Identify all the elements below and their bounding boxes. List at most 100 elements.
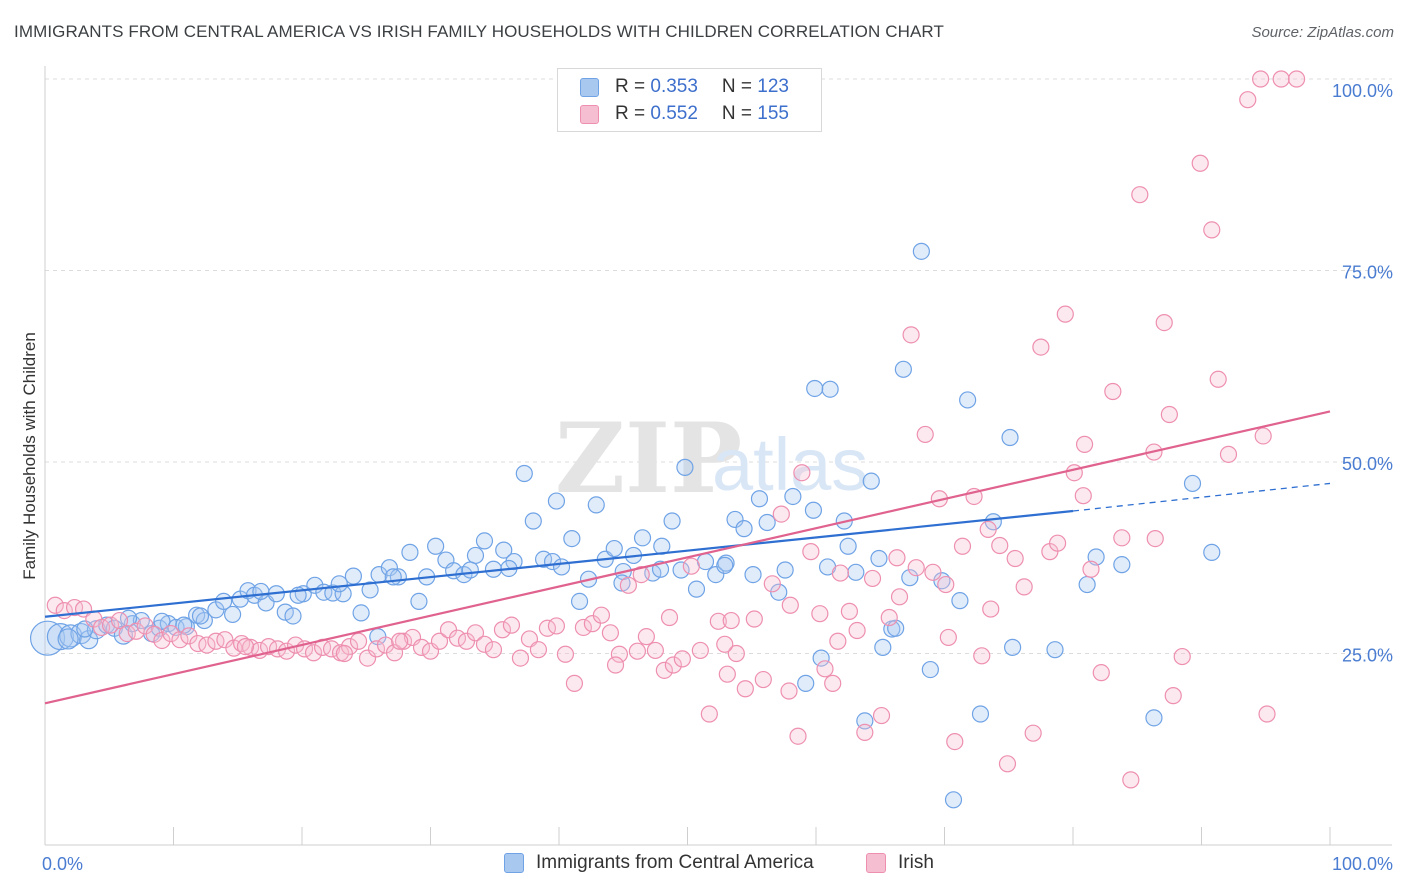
irish-point [664,656,682,674]
irish-point [831,564,850,582]
immigrants-point [901,569,919,587]
irish-point [1272,70,1290,88]
irish-point [46,596,64,614]
irish-point [998,755,1017,773]
immigrants-point [361,581,379,599]
immigrants-point [344,567,362,585]
bottom-legend-swatch-pink [866,853,886,873]
immigrants-point [959,391,977,409]
immigrants-point [797,674,815,692]
irish-point [863,569,882,588]
irish-point [391,632,409,650]
immigrants-point [1046,641,1064,659]
x-tick-label: 100.0% [1332,854,1393,874]
legend-row-immigrants: R = 0.353 N = 123 [580,74,789,100]
immigrants-point [812,649,830,667]
irish-point [606,656,625,674]
irish-point [848,621,866,640]
irish-point [162,624,180,643]
watermark-zip: ZIP [555,402,742,515]
y-tick-label: 100.0% [1332,81,1393,101]
immigrants-point [821,380,839,398]
irish-point [789,727,807,745]
y-tick-label: 25.0% [1342,646,1393,666]
irish-point [127,622,145,640]
irish-point [1258,705,1276,723]
legend-r-value: 0.353 [650,76,698,97]
irish-point [1155,313,1173,332]
x-tick-label: 0.0% [42,854,83,874]
irish-point [1082,560,1100,578]
irish-point [493,621,512,639]
irish-point [1024,724,1042,742]
immigrants-point [894,360,912,378]
irish-point [547,617,566,635]
irish-point [660,608,679,627]
immigrants-point [707,566,725,584]
irish-point [655,661,673,679]
irish-point [610,645,628,663]
legend-r-label: R = [615,76,651,97]
immigrants-point [380,559,398,577]
irish-point [1191,154,1209,172]
irish-point [793,464,811,482]
irish-point [511,649,530,667]
irish-point [101,616,120,634]
immigrants-point [552,558,571,576]
irish-point [682,557,700,575]
irish-point [1104,382,1122,401]
irish-point [1056,305,1074,323]
irish-point [358,649,377,667]
y-tick-label: 50.0% [1342,454,1393,474]
irish-point [1160,405,1178,424]
immigrants-point [1145,709,1163,727]
irish-point [802,543,820,561]
legend-n-value: 155 [757,103,789,124]
y-tick-label: 75.0% [1342,263,1393,283]
immigrants-point [330,575,348,593]
irish-point [1173,647,1191,666]
irish-point [973,647,991,665]
irish-point [736,680,754,698]
irish-point [1032,338,1050,356]
irish-point [937,575,955,594]
legend-r-label: R = [615,103,651,124]
trend-lines [44,410,1331,705]
irish-trend-line [44,410,1331,705]
immigrants-point [874,638,892,656]
irish-point [304,644,323,662]
irish-point [1252,70,1270,88]
immigrants-point [716,556,734,575]
legend-n-label: N = [721,103,758,124]
irish-point [780,682,798,700]
irish-point [475,635,494,653]
immigrants-point [605,539,623,558]
immigrants-point [466,546,485,565]
irish-point [502,616,521,634]
irish-point [727,644,745,663]
immigrants-point [676,458,694,476]
immigrants-point [46,623,75,651]
irish-point [367,640,386,658]
irish-point [1239,91,1257,109]
irish-point [592,606,611,624]
irish-point [816,660,834,678]
irish-point [924,563,942,581]
irish-point [907,559,925,577]
irish-point [153,631,171,650]
irish-point [349,632,368,650]
irish-point [722,611,740,630]
correlation-legend: R = 0.353 N = 123 R = 0.552 N = 155 [557,68,822,132]
irish-point [574,618,593,637]
immigrants-point [633,529,652,547]
irish-point [430,632,449,650]
irish-point [529,641,548,659]
irish-point [939,628,957,647]
immigrants-point [252,582,270,601]
irish-point [991,536,1009,555]
irish-point [700,705,718,723]
irish-point [1164,687,1182,705]
legend-n-value: 123 [757,76,789,97]
legend-swatch-blue [580,77,599,97]
immigrants-point [806,379,824,398]
